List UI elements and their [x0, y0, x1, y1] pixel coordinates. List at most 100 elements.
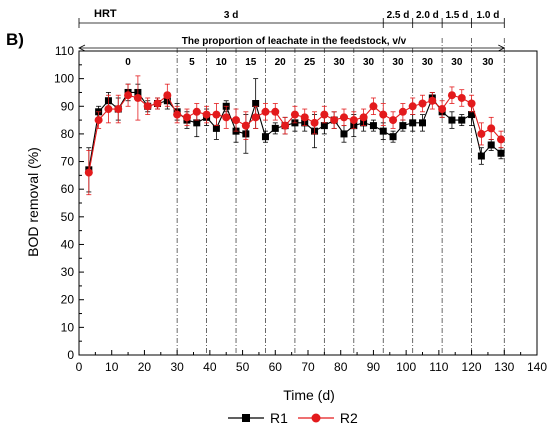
hrt-label: HRT: [94, 8, 117, 20]
data-point: [409, 119, 417, 127]
data-point: [251, 113, 260, 122]
period-label: 0: [125, 57, 131, 68]
data-point: [320, 122, 328, 130]
data-point: [447, 91, 456, 100]
x-tick-label: 0: [76, 360, 83, 374]
axes: 0 10 20 30 40 50 60 70 80 90 100 110 120 130 140010203…: [54, 44, 547, 374]
y-tick-label: 20: [61, 293, 75, 307]
hrt-segment-label: 1.5 d: [445, 10, 468, 21]
hrt-segment-label: 1.0 d: [477, 10, 500, 21]
hrt-segment-label: 3 d: [224, 10, 238, 21]
data-point: [369, 102, 378, 111]
legend-item-r1: R1: [226, 410, 288, 426]
data-point: [339, 113, 348, 122]
x-tick-label: 80: [334, 360, 348, 374]
x-tick-label: 140: [527, 360, 547, 374]
data-point: [133, 93, 142, 102]
data-point: [153, 99, 162, 108]
period-label: 30: [363, 57, 375, 68]
data-point: [340, 130, 348, 138]
data-point: [467, 99, 476, 108]
y-tick-label: 70: [61, 155, 75, 169]
period-label: 30: [392, 57, 404, 68]
data-point: [330, 116, 339, 125]
leachate-title: The proportion of leachate in the feedst…: [182, 36, 407, 47]
y-axis-title: BOD removal (%): [25, 147, 41, 257]
data-point: [281, 121, 290, 130]
y-tick-label: 80: [61, 127, 75, 141]
data-point: [232, 116, 241, 125]
data-point: [359, 113, 368, 122]
data-point: [389, 116, 398, 125]
data-point: [261, 133, 269, 141]
series-layer: [84, 75, 506, 196]
hrt-annotation: HRT 3 d 2.5 d 2.0 d 1.5 d 1.0 d: [78, 8, 505, 28]
y-tick-label: 110: [55, 44, 74, 58]
data-point: [428, 96, 437, 105]
data-point: [300, 113, 309, 122]
legend-label-r1: R1: [270, 410, 288, 426]
hrt-segment-label: 2.5 d: [387, 10, 410, 21]
period-label: 25: [304, 57, 316, 68]
data-point: [143, 102, 152, 111]
leachate-title-bg: [170, 36, 418, 47]
data-point: [94, 116, 103, 125]
x-tick-label: 10: [105, 360, 119, 374]
data-point: [398, 107, 407, 116]
data-point: [320, 110, 329, 119]
data-point: [163, 91, 172, 100]
x-tick-label: 70: [301, 360, 315, 374]
plot-frame: [78, 50, 538, 356]
period-label: 30: [334, 57, 346, 68]
data-point: [487, 141, 495, 149]
data-point: [349, 116, 358, 125]
data-point: [457, 93, 466, 102]
data-point: [241, 121, 250, 130]
y-tick-label: 0: [67, 348, 74, 362]
data-point: [497, 135, 506, 144]
y-tick-label: 90: [61, 99, 75, 113]
data-point: [124, 91, 133, 100]
period-label: 30: [451, 57, 463, 68]
hrt-segment-label: 2.0 d: [416, 10, 439, 21]
data-point: [310, 118, 319, 127]
data-point: [252, 100, 260, 108]
x-axis-title: Time (d): [283, 387, 335, 403]
x-tick-label: 30: [170, 360, 184, 374]
data-point: [408, 102, 417, 111]
period-label: 10: [216, 57, 228, 68]
y-tick-label: 60: [61, 182, 75, 196]
series-r2: [84, 75, 506, 196]
period-label: 20: [275, 57, 287, 68]
data-point: [290, 110, 299, 119]
data-point: [261, 107, 270, 116]
y-tick-label: 50: [61, 210, 75, 224]
data-point: [379, 110, 388, 119]
data-point: [212, 124, 220, 132]
x-tick-label: 60: [269, 360, 283, 374]
data-point: [173, 110, 182, 119]
data-point: [468, 111, 476, 119]
x-tick-label: 120: [462, 360, 482, 374]
data-point: [497, 149, 505, 157]
data-point: [399, 122, 407, 130]
x-tick-label: 100: [396, 360, 416, 374]
data-point: [193, 119, 201, 127]
period-label: 5: [189, 57, 195, 68]
data-point: [182, 113, 191, 122]
data-point: [84, 168, 93, 177]
data-point: [222, 113, 231, 122]
data-point: [487, 124, 496, 133]
data-point: [369, 122, 377, 130]
data-point: [212, 110, 221, 119]
panel-label: B): [6, 30, 24, 49]
data-point: [271, 107, 280, 116]
y-tick-label: 40: [61, 237, 75, 251]
legend-item-r2: R2: [296, 410, 358, 426]
legend: R1 R2: [226, 408, 358, 428]
y-tick-label: 10: [61, 320, 75, 334]
data-point: [379, 127, 387, 135]
leachate-arrow-right: [498, 44, 506, 52]
y-tick-label: 30: [61, 265, 75, 279]
